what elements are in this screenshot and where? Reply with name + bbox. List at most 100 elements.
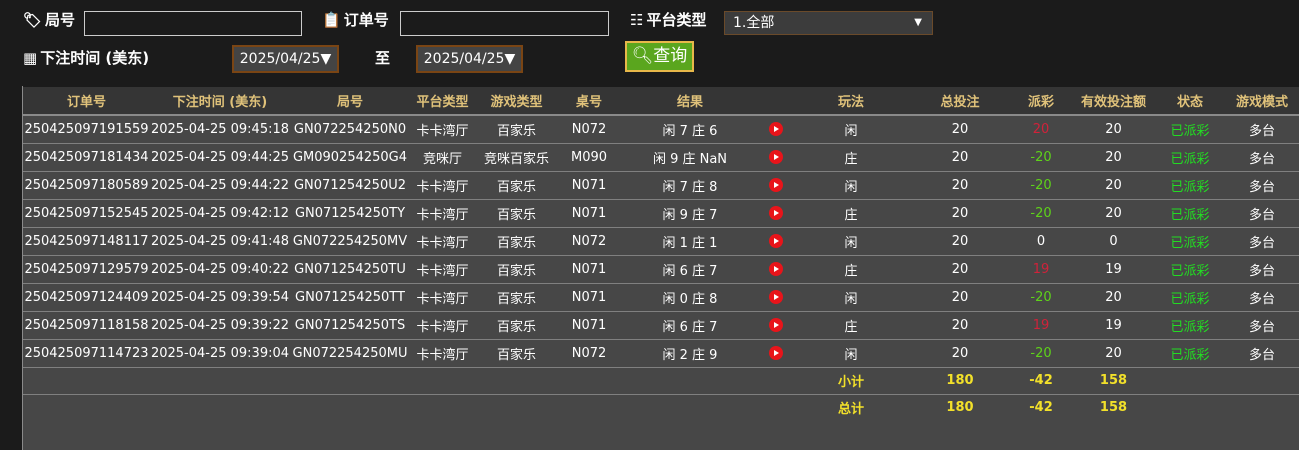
table-cell: 卡卡湾厅 <box>410 255 475 284</box>
clipboard-icon: 📋 <box>322 10 341 29</box>
table-cell: 2025-04-25 09:39:22 <box>150 311 290 340</box>
table-cell: 卡卡湾厅 <box>410 115 475 144</box>
table-cell: 多台 <box>1225 199 1299 228</box>
table-cell: 20 <box>910 311 1010 340</box>
empty-cell <box>558 394 620 422</box>
column-header: 结果 <box>620 87 760 116</box>
empty-cell <box>150 394 290 422</box>
play-video-icon[interactable] <box>769 178 783 192</box>
table-cell: 卡卡湾厅 <box>410 199 475 228</box>
table-cell: -20 <box>1010 199 1072 228</box>
table-cell: 2025-04-25 09:41:48 <box>150 227 290 256</box>
table-cell: 闲 6 庄 7 <box>620 255 760 284</box>
empty-cell <box>23 367 150 395</box>
table-cell: N071 <box>558 171 620 200</box>
chevron-down-icon: ▼ <box>914 17 922 28</box>
table-cell: 卡卡湾厅 <box>410 227 475 256</box>
table-row: 250425097181434 2025-04-25 09:44:25 GM0902… <box>23 143 1299 172</box>
table-cell: 20 <box>910 115 1010 144</box>
table-cell: 百家乐 <box>475 115 558 144</box>
empty-cell <box>620 367 760 395</box>
empty-cell <box>760 367 792 395</box>
empty-cell <box>150 367 290 395</box>
table-cell: -20 <box>1010 143 1072 172</box>
table-cell: 已派彩 <box>1155 143 1225 172</box>
table-cell: 闲 0 庄 8 <box>620 283 760 312</box>
table-cell: 闲 7 庄 8 <box>620 171 760 200</box>
empty-cell <box>620 394 760 422</box>
column-header: 有效投注额 <box>1072 87 1155 116</box>
play-video-icon[interactable] <box>769 290 783 304</box>
table-cell: 已派彩 <box>1155 311 1225 340</box>
table-cell: 250425097152545 <box>23 199 150 228</box>
table-cell: N071 <box>558 255 620 284</box>
table-border <box>22 86 23 450</box>
table-cell: 0 <box>1010 227 1072 256</box>
play-video-icon[interactable] <box>769 234 783 248</box>
table-cell: 2025-04-25 09:45:18 <box>150 115 290 144</box>
table-cell: 已派彩 <box>1155 115 1225 144</box>
empty-cell <box>1155 394 1225 422</box>
empty-cell <box>290 367 410 395</box>
table-cell: 20 <box>910 283 1010 312</box>
replay-cell <box>760 115 792 144</box>
table-empty-area <box>23 418 1299 450</box>
empty-cell <box>410 394 475 422</box>
table-cell: 闲 2 庄 9 <box>620 339 760 368</box>
calendar-icon: ▦ <box>23 48 38 67</box>
empty-cell <box>1225 367 1299 395</box>
replay-cell <box>760 339 792 368</box>
table-cell: -20 <box>1010 283 1072 312</box>
query-button[interactable]: 🔍︎查询 <box>625 41 694 72</box>
round-input[interactable] <box>84 11 302 36</box>
play-video-icon[interactable] <box>769 206 783 220</box>
table-cell: 20 <box>910 143 1010 172</box>
table-cell: 闲 <box>792 171 910 200</box>
play-video-icon[interactable] <box>769 262 783 276</box>
play-video-icon[interactable] <box>769 150 783 164</box>
replay-cell <box>760 283 792 312</box>
search-icon: 🔍︎ <box>631 46 654 66</box>
tag-icon: 🏷 <box>23 10 43 29</box>
table-cell: 多台 <box>1225 339 1299 368</box>
table-cell: N071 <box>558 311 620 340</box>
column-header: 下注时间 (美东) <box>150 87 290 116</box>
orders-table: 订单号 下注时间 (美东) 局号 平台类型 游戏类型 桌号 结果 玩法 总投注 派彩 有效投注额 状态… <box>23 87 1299 422</box>
order-input[interactable] <box>400 11 609 36</box>
table-cell: 19 <box>1072 255 1155 284</box>
empty-cell <box>475 367 558 395</box>
empty-cell <box>1225 394 1299 422</box>
table-cell: 2025-04-25 09:39:54 <box>150 283 290 312</box>
total-label: 总计 <box>792 394 910 422</box>
play-video-icon[interactable] <box>769 318 783 332</box>
column-header: 平台类型 <box>410 87 475 116</box>
play-video-icon[interactable] <box>769 122 783 137</box>
table-cell: GN072254250MV <box>290 227 410 256</box>
column-header: 总投注 <box>910 87 1010 116</box>
date-from-select[interactable]: 2025/04/25▼ <box>232 45 339 73</box>
table-cell: 20 <box>910 339 1010 368</box>
subtotal-payout: -42 <box>1010 367 1072 395</box>
date-to-select[interactable]: 2025/04/25▼ <box>416 45 523 73</box>
replay-cell <box>760 311 792 340</box>
replay-cell <box>760 171 792 200</box>
table-cell: 闲 1 庄 1 <box>620 227 760 256</box>
table-cell: 闲 <box>792 115 910 144</box>
table-cell: 闲 <box>792 283 910 312</box>
column-header: 游戏类型 <box>475 87 558 116</box>
table-cell: 19 <box>1010 255 1072 284</box>
table-cell: 已派彩 <box>1155 339 1225 368</box>
table-cell: N071 <box>558 283 620 312</box>
play-video-icon[interactable] <box>769 346 783 360</box>
platform-select[interactable]: 1.全部 ▼ <box>724 11 933 35</box>
table-cell: 20 <box>910 199 1010 228</box>
table-row: 250425097152545 2025-04-25 09:42:12 GN0712… <box>23 199 1299 228</box>
table-cell: 百家乐 <box>475 227 558 256</box>
table-cell: 2025-04-25 09:44:22 <box>150 171 290 200</box>
total-bet: 180 <box>910 394 1010 422</box>
total-valid: 158 <box>1072 394 1155 422</box>
table-cell: 0 <box>1072 227 1155 256</box>
table-cell: 已派彩 <box>1155 255 1225 284</box>
column-header <box>760 87 792 116</box>
table-cell: GN071254250TY <box>290 199 410 228</box>
